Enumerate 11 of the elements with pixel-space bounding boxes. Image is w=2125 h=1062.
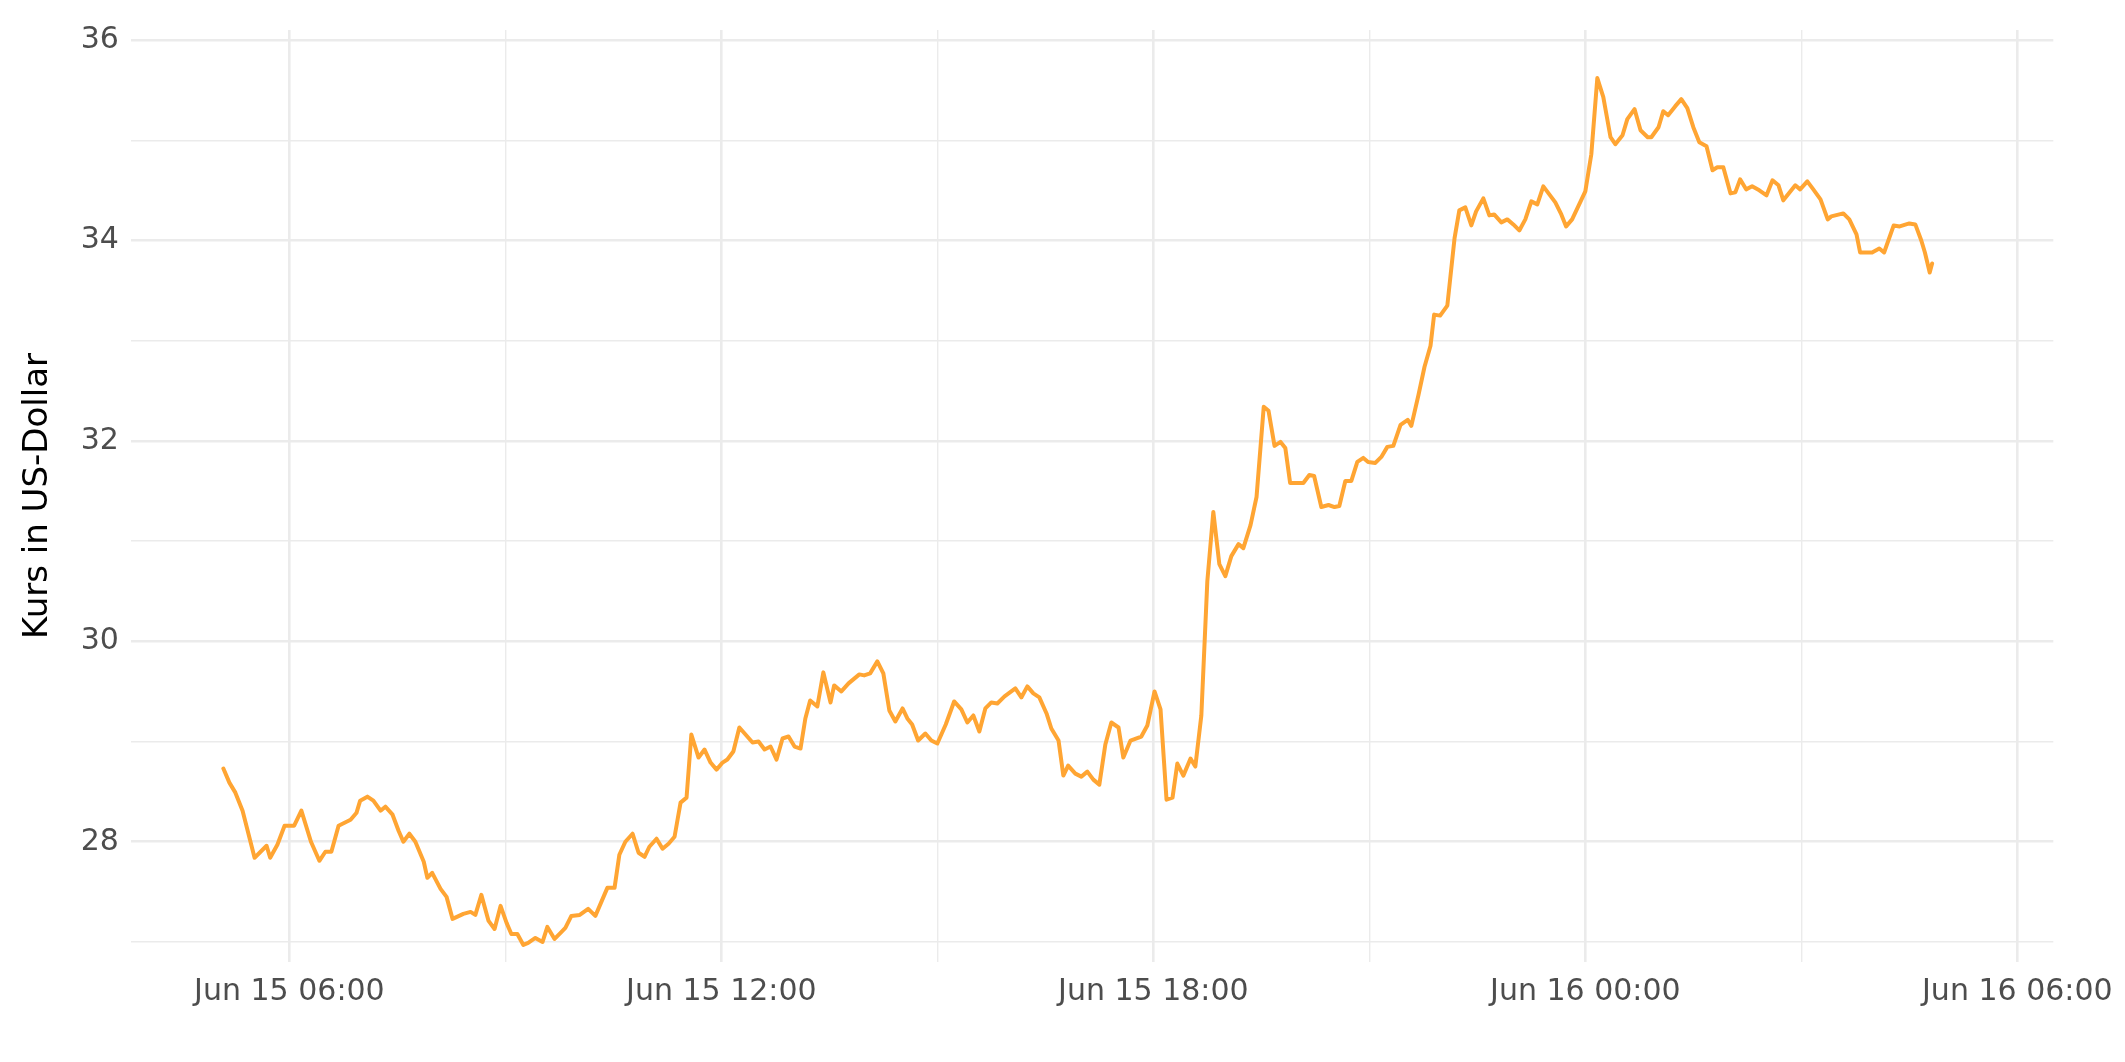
y-tick-label: 28 [80, 821, 119, 857]
y-tick-label: 32 [80, 420, 119, 456]
x-tick-label: Jun 16 06:00 [1920, 971, 2113, 1007]
y-tick-label: 34 [80, 220, 119, 256]
x-tick-label: Jun 16 00:00 [1488, 971, 1681, 1007]
x-tick-label: Jun 15 18:00 [1056, 971, 1249, 1007]
y-axis-title: Kurs in US-Dollar [15, 353, 56, 639]
x-tick-label: Jun 15 12:00 [624, 971, 817, 1007]
y-tick-label: 30 [80, 621, 119, 657]
y-tick-label: 36 [80, 19, 119, 55]
x-tick-label: Jun 15 06:00 [192, 971, 385, 1007]
